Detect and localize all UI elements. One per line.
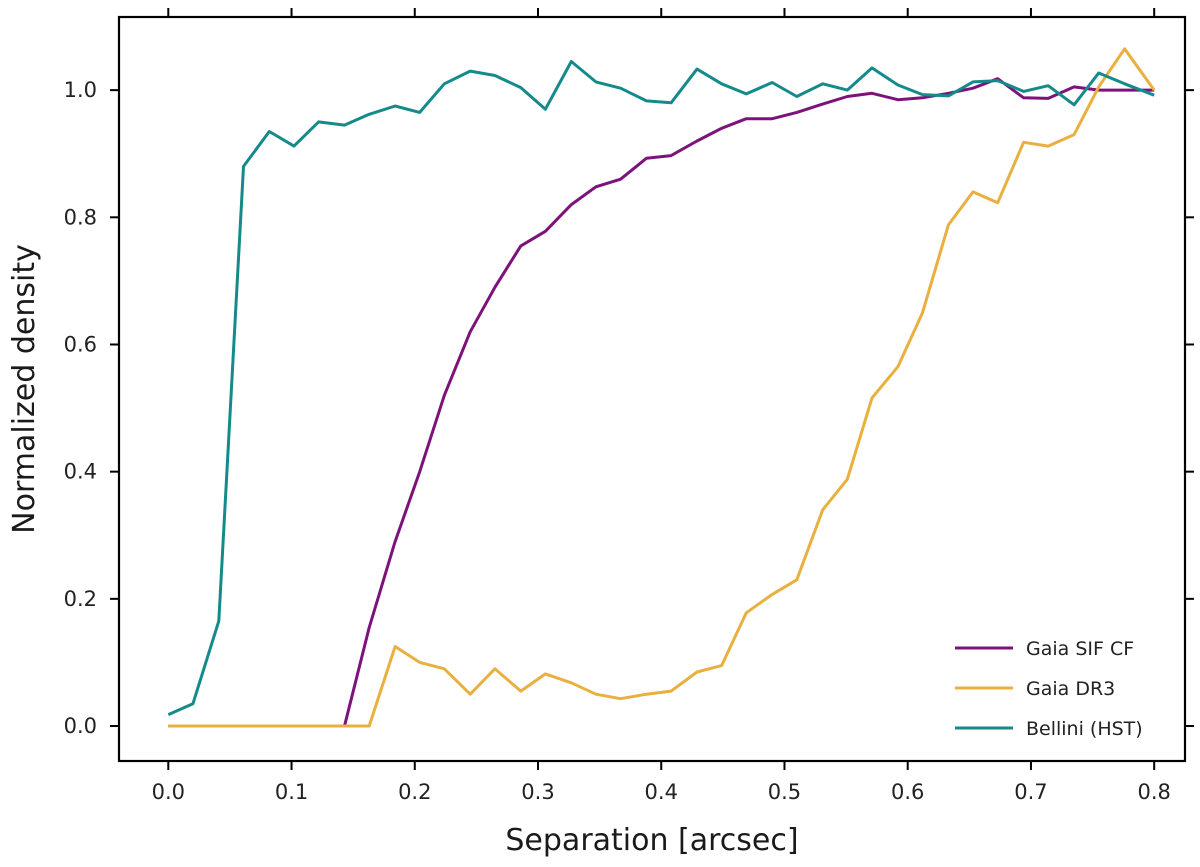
x-tick-label: 0.8	[1137, 780, 1170, 804]
series-line-gaia-dr3	[168, 47, 1156, 728]
x-tick-label: 0.2	[398, 780, 431, 804]
y-tick-label: 0.0	[64, 714, 97, 738]
x-tick-label: 0.7	[1014, 780, 1047, 804]
x-tick-label: 0.3	[521, 780, 554, 804]
x-axis-title: Separation [arcsec]	[505, 823, 798, 858]
y-tick-label: 0.4	[64, 460, 97, 484]
plot-frame	[117, 15, 1187, 763]
y-tick-label: 1.0	[64, 78, 97, 102]
x-tick-label: 0.0	[152, 780, 185, 804]
y-tick-label: 0.8	[64, 205, 97, 229]
ticks-layer: 0.0 0.1 0.2 0.3 0.4 0.5 0.6 0.7 0.8 0.0 0.2 0.4 0.6 0…	[64, 8, 1194, 804]
series-layer	[167, 47, 1156, 728]
y-tick-label: 0.2	[64, 587, 97, 611]
legend-label-gaia-dr3: Gaia DR3	[1026, 678, 1115, 700]
x-tick-label: 0.6	[891, 780, 924, 804]
series-line-bellini-hst	[167, 60, 1155, 716]
x-tick-label: 0.5	[768, 780, 801, 804]
series-line-gaia-sif-cf	[168, 77, 1155, 728]
y-tick-label: 0.6	[64, 332, 97, 356]
x-tick-label: 0.1	[275, 780, 308, 804]
legend-label-bellini-hst: Bellini (HST)	[1026, 718, 1143, 740]
y-axis-title: Normalized density	[7, 244, 42, 534]
legend-label-gaia-sif-cf: Gaia SIF CF	[1026, 638, 1134, 660]
legend: Gaia SIF CF Gaia DR3 Bellini (HST)	[955, 638, 1143, 740]
x-tick-label: 0.4	[645, 780, 678, 804]
